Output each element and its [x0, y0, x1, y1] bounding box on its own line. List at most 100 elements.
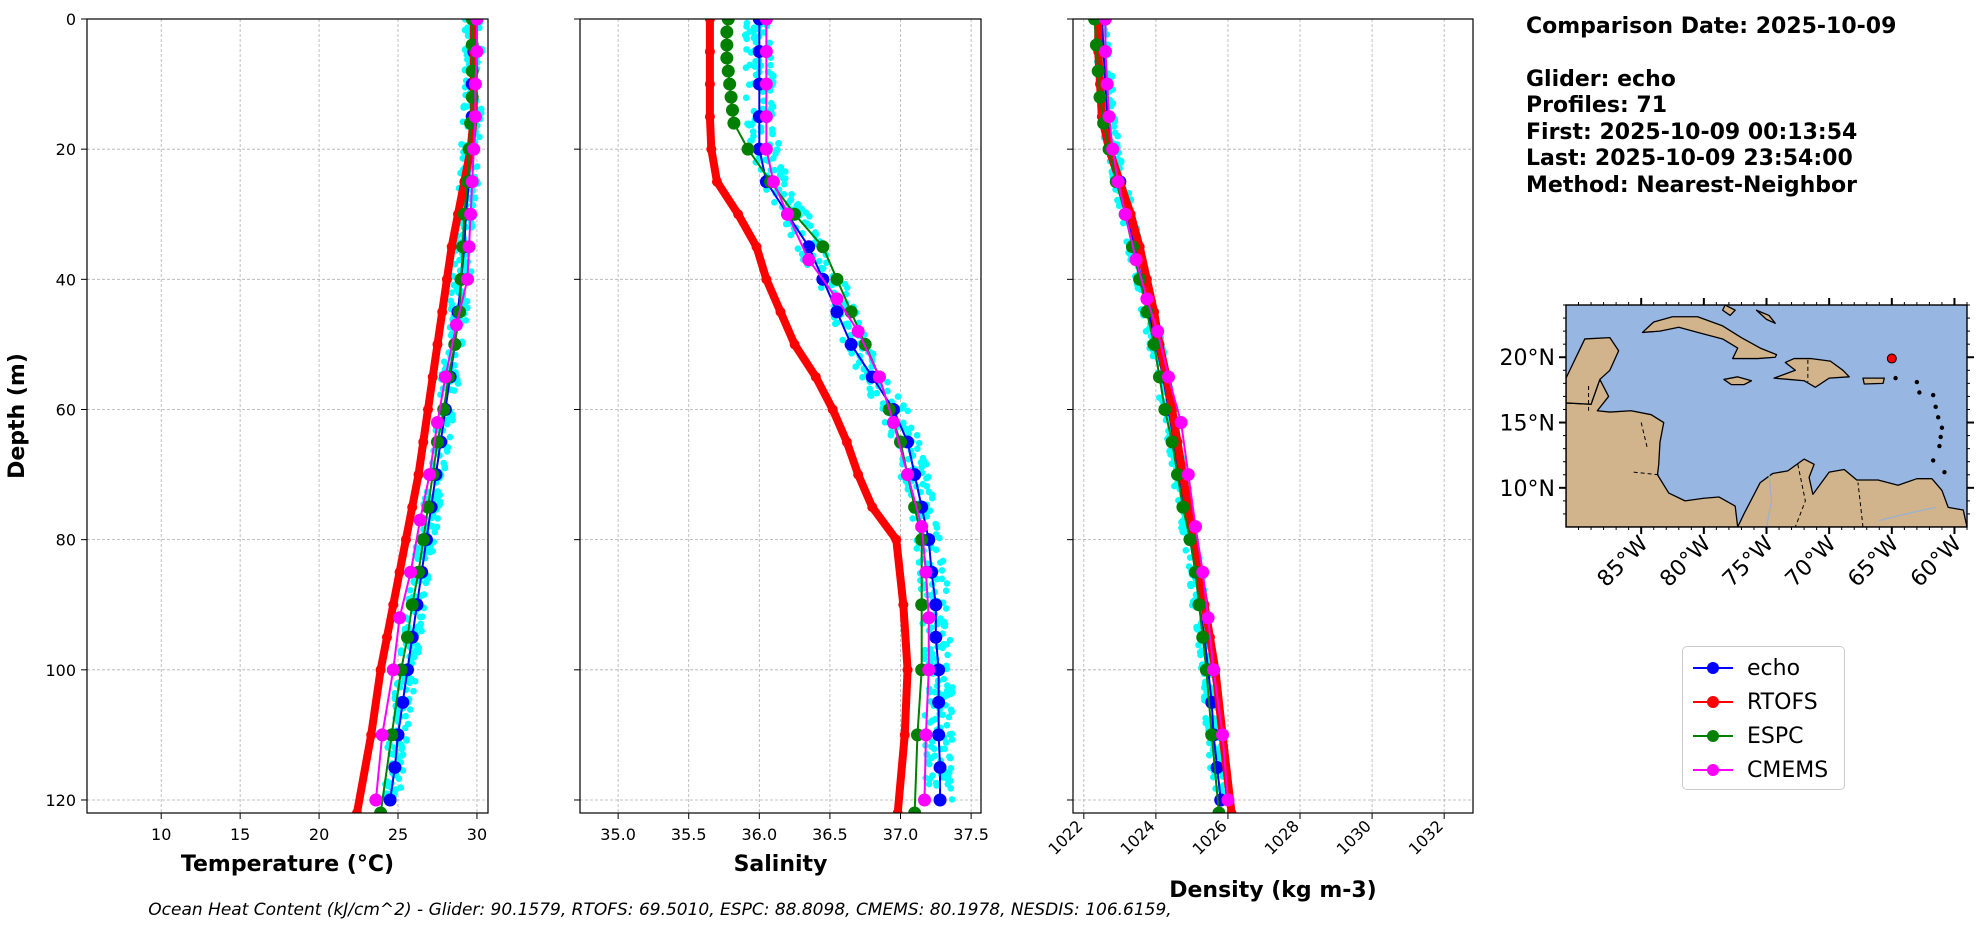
- glider-obs-point: [397, 647, 405, 654]
- island-dot: [1935, 415, 1941, 420]
- legend-item-espc: ESPC: [1693, 721, 1804, 751]
- series-point-cmems: [922, 663, 936, 677]
- series-point-rtofs: [388, 599, 399, 610]
- profile-panels: 0 20 40 60 80 100 120 10 15 20 25 30 Temperature (°C…: [5, 10, 1474, 903]
- series-point-cmems: [449, 318, 463, 332]
- series-point-rtofs: [704, 111, 715, 122]
- series-point-espc: [1147, 337, 1161, 351]
- glider-obs-point: [402, 712, 409, 720]
- series-point-cmems: [470, 45, 484, 59]
- glider-obs-point: [406, 706, 414, 713]
- series-point-espc: [1192, 598, 1206, 612]
- series-point-rtofs: [432, 339, 443, 350]
- map-lon-label: 60°W: [1906, 531, 1967, 592]
- glider-obs-point: [788, 191, 795, 198]
- series-point-cmems: [393, 611, 407, 625]
- glider-obs-point: [943, 687, 951, 695]
- island-dot: [1937, 443, 1942, 449]
- glider-obs-point: [426, 548, 434, 556]
- country-border: [1857, 482, 1864, 527]
- series-point-rtofs: [407, 502, 418, 513]
- island-dot: [1917, 390, 1922, 395]
- series-point-cmems: [460, 272, 474, 286]
- legend-label: echo: [1747, 655, 1801, 681]
- series-point-echo: [932, 728, 946, 742]
- land-bahamas: [1721, 305, 1736, 317]
- glider-obs-point: [431, 528, 439, 536]
- series-point-cmems: [1098, 19, 1112, 26]
- glider-obs-point: [798, 205, 805, 213]
- series-point-cmems: [465, 175, 479, 189]
- series-point-cmems: [802, 253, 816, 267]
- glider-obs-point: [947, 785, 955, 792]
- series-point-espc: [915, 598, 929, 612]
- glider-obs-point: [833, 319, 841, 326]
- glider-obs-point: [944, 682, 951, 689]
- series-point-rtofs: [704, 19, 715, 24]
- glider-obs-point: [742, 64, 750, 72]
- glider-obs-point: [907, 424, 915, 432]
- series-point-cmems: [369, 793, 383, 807]
- series-point-espc: [1152, 370, 1166, 384]
- series-point-echo: [802, 240, 816, 254]
- glider-obs-point: [447, 416, 454, 423]
- series-point-rtofs: [400, 534, 411, 545]
- series-point-rtofs: [827, 404, 838, 415]
- map-lon-label: 85°W: [1593, 531, 1654, 592]
- island-dot: [1939, 425, 1945, 430]
- plot-area: [704, 19, 956, 813]
- legend-item-cmems: CMEMS: [1693, 755, 1828, 785]
- series-point-rtofs: [441, 274, 452, 285]
- glider-obs-point: [945, 713, 953, 721]
- river-line: [1765, 474, 1773, 527]
- map-lat-label: 10°N: [1500, 477, 1555, 502]
- series-point-cmems: [915, 520, 929, 534]
- glider-obs-point: [947, 764, 955, 772]
- glider-obs-point: [852, 363, 859, 370]
- series-point-rtofs: [427, 371, 438, 382]
- glider-obs-point: [806, 212, 813, 220]
- series-point-cmems: [781, 207, 795, 221]
- map-lon-label: 65°W: [1843, 531, 1904, 592]
- glider-obs-point: [938, 575, 946, 583]
- series-point-echo: [1210, 760, 1224, 774]
- glider-obs-point: [404, 720, 412, 728]
- glider-obs-point: [921, 646, 929, 654]
- glider-obs-point: [1134, 284, 1142, 292]
- glider-obs-point: [943, 721, 951, 729]
- glider-obs-point: [1206, 751, 1213, 759]
- glider-obs-point: [926, 775, 934, 783]
- x-tick-label: 37.0: [883, 825, 919, 844]
- glider-obs-point: [1166, 447, 1173, 455]
- glider-obs-point: [932, 520, 940, 528]
- x-tick-label: 30: [467, 825, 487, 844]
- y-tick-label: 0: [66, 10, 76, 29]
- glider-obs-point: [943, 580, 951, 587]
- glider-obs-point: [918, 463, 926, 471]
- series-point-cmems: [1201, 611, 1215, 625]
- glider-obs-point: [447, 297, 455, 305]
- series-point-espc: [723, 77, 737, 91]
- glider-obs-point: [402, 736, 410, 743]
- series-point-cmems: [462, 240, 476, 254]
- series-point-cmems: [1102, 110, 1116, 124]
- series-point-cmems: [438, 370, 452, 384]
- series-point-espc: [830, 272, 844, 286]
- glider-obs-point: [888, 428, 895, 436]
- legend-label: RTOFS: [1747, 689, 1818, 715]
- glider-obs-point: [745, 81, 753, 89]
- x-axis-label: Density (kg m-3): [1169, 878, 1377, 903]
- series-point-cmems: [901, 468, 915, 482]
- series-point-cmems: [1129, 253, 1143, 267]
- x-tick-label: 10: [151, 825, 171, 844]
- glider-obs-point: [414, 551, 422, 559]
- river-line: [1879, 506, 1936, 522]
- series-line-rtofs: [353, 19, 478, 813]
- series-point-rtofs: [733, 209, 744, 220]
- glider-obs-point: [748, 121, 755, 129]
- glider-obs-point: [751, 63, 759, 70]
- series-point-espc: [741, 142, 755, 156]
- glider-obs-point: [944, 651, 951, 659]
- glider-obs-point: [770, 72, 777, 80]
- glider-obs-point: [743, 19, 751, 27]
